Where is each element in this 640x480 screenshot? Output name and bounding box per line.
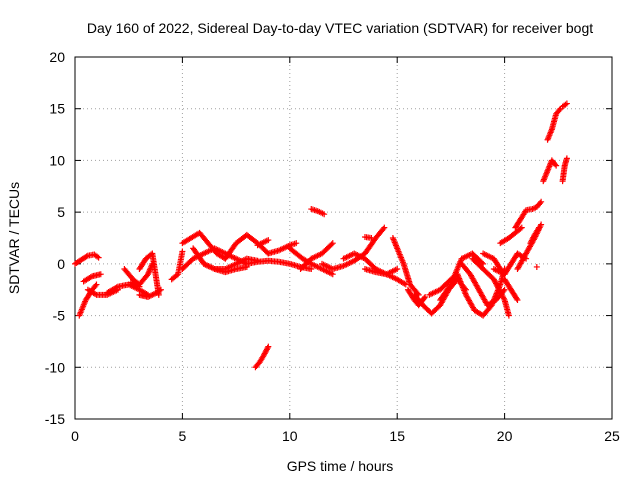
data-point (421, 295, 428, 302)
series-t37 (501, 276, 521, 304)
data-point (538, 198, 545, 205)
data-points (72, 100, 570, 371)
series-t32 (458, 260, 508, 309)
series-t46 (127, 279, 143, 290)
series-t44 (559, 155, 570, 185)
data-point (136, 283, 143, 290)
data-point (500, 295, 507, 302)
data-point (517, 225, 524, 232)
series-t38 (512, 198, 545, 231)
series-t2 (72, 251, 102, 267)
series-t4 (84, 286, 121, 298)
plot-frame (74, 56, 613, 420)
series-t45 (533, 263, 540, 270)
data-point (97, 271, 104, 278)
series-t40 (527, 224, 542, 247)
y-tick-label: -15 (45, 411, 65, 427)
x-tick-label: 15 (389, 428, 405, 444)
data-point (92, 282, 99, 289)
data-point (505, 312, 512, 319)
series-t3 (80, 271, 104, 285)
data-point (321, 211, 328, 218)
y-tick-label: 10 (49, 152, 65, 168)
y-tick-labels: -15 -10 -5 0 5 10 15 20 (45, 49, 65, 427)
data-point (179, 248, 186, 255)
data-point (537, 200, 544, 207)
series-t9 (168, 248, 186, 283)
series-t30 (437, 250, 487, 304)
data-point (381, 224, 388, 231)
data-point (157, 286, 164, 293)
series-t43 (559, 100, 570, 110)
series-t18 (265, 240, 300, 257)
data-point (264, 344, 271, 351)
series-t16 (254, 237, 272, 249)
data-point (422, 293, 429, 300)
series-t33 (469, 255, 512, 319)
series-t26 (389, 235, 422, 298)
series-t19 (286, 245, 336, 278)
y-tick-label: -10 (45, 359, 65, 375)
series-t10 (179, 229, 229, 262)
series-t6 (121, 260, 156, 288)
y-tick-label: 0 (57, 256, 65, 272)
data-point (556, 107, 563, 114)
series-t21 (308, 206, 328, 218)
data-point (538, 221, 545, 228)
data-point (563, 100, 570, 107)
data-point (563, 155, 570, 162)
series-t24 (361, 266, 409, 288)
x-tick-label: 5 (179, 428, 187, 444)
series-t25 (361, 233, 375, 241)
series-t20 (297, 240, 336, 273)
data-point (293, 240, 300, 247)
x-tick-labels: 0 5 10 15 20 25 (71, 428, 620, 444)
data-point (329, 240, 336, 247)
x-tick-label: 25 (604, 428, 620, 444)
data-point (329, 271, 336, 278)
x-tick-label: 20 (497, 428, 513, 444)
data-point (501, 286, 508, 293)
data-point (394, 266, 401, 273)
data-point (265, 343, 272, 350)
data-point (514, 297, 521, 304)
data-point (308, 266, 315, 273)
series-t41 (540, 157, 560, 185)
series-t8 (136, 286, 164, 300)
series-t42 (544, 105, 564, 143)
x-tick-label: 0 (71, 428, 79, 444)
data-point (113, 284, 120, 291)
series-t13 (200, 255, 261, 273)
x-tick-label: 10 (282, 428, 298, 444)
data-point (95, 254, 102, 261)
data-point (83, 253, 90, 260)
y-tick-label: 15 (49, 101, 65, 117)
data-point (380, 225, 387, 232)
data-point (533, 263, 540, 270)
data-point (513, 295, 520, 302)
y-tick-label: 20 (49, 49, 65, 65)
data-point (265, 237, 272, 244)
data-point (93, 281, 100, 288)
series-t17 (252, 343, 272, 371)
series-t7 (136, 250, 162, 298)
data-point (518, 224, 525, 231)
x-axis-label: GPS time / hours (287, 458, 394, 474)
series-t36 (497, 224, 525, 247)
data-point (553, 162, 560, 169)
data-point (328, 241, 335, 248)
y-tick-label: 5 (57, 204, 65, 220)
chart-title: Day 160 of 2022, Sidereal Day-to-day VTE… (87, 20, 593, 36)
y-tick-label: -5 (53, 308, 66, 324)
data-point (552, 161, 559, 168)
data-point (535, 224, 542, 231)
data-point (368, 235, 375, 241)
y-axis-label: SDTVAR / TECUs (6, 182, 22, 294)
